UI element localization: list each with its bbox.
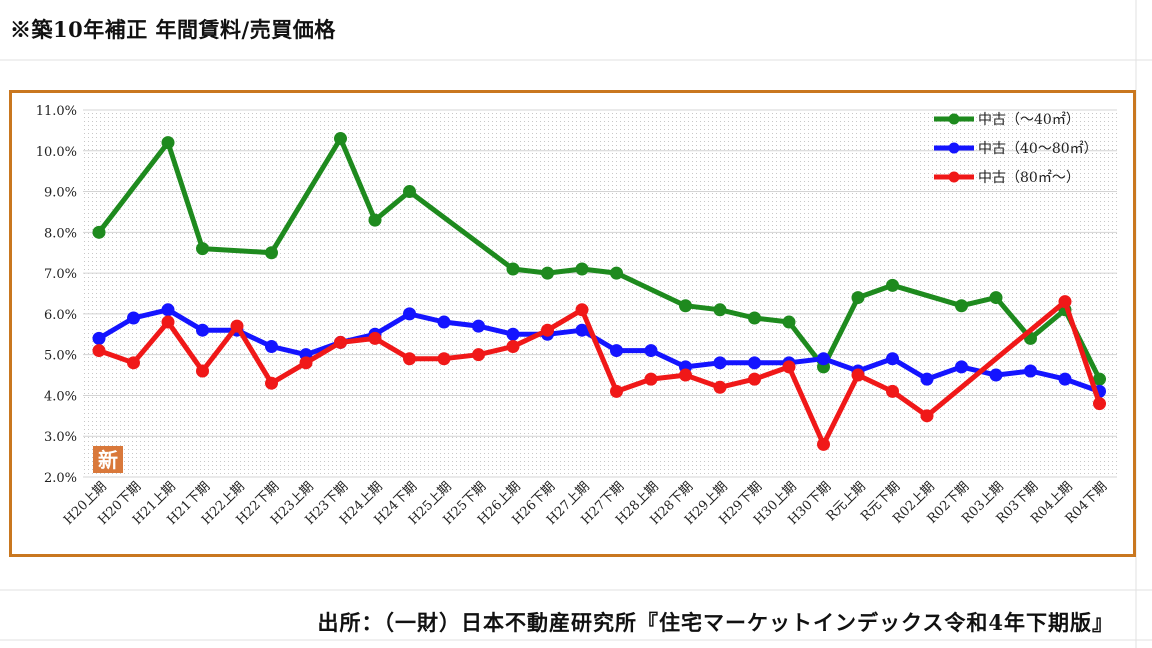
data-point xyxy=(886,278,899,292)
data-point xyxy=(886,352,899,366)
data-point xyxy=(334,335,347,349)
data-point xyxy=(713,356,727,370)
plot-area xyxy=(83,110,1117,477)
data-point xyxy=(851,291,865,305)
data-point xyxy=(92,331,106,345)
legend-marker xyxy=(948,113,960,125)
data-point xyxy=(989,291,1003,305)
data-point xyxy=(713,303,727,317)
data-point xyxy=(955,360,968,374)
data-point xyxy=(955,299,968,313)
data-point xyxy=(403,185,416,199)
data-point xyxy=(161,303,175,317)
data-point xyxy=(265,246,278,260)
data-point xyxy=(92,344,106,358)
data-point xyxy=(506,340,520,354)
data-point xyxy=(575,262,589,276)
data-point xyxy=(334,132,347,146)
data-point xyxy=(920,409,934,423)
data-point xyxy=(506,262,520,276)
y-tick-label: 7.0% xyxy=(44,267,77,282)
data-point xyxy=(196,242,209,256)
data-point xyxy=(472,348,485,362)
data-point xyxy=(644,372,658,386)
page-title: ※築10年補正 年間賃料/売買価格 xyxy=(10,17,336,42)
data-point xyxy=(610,344,623,358)
data-point xyxy=(1093,372,1106,386)
data-point xyxy=(368,331,382,345)
data-point xyxy=(644,344,658,358)
data-point xyxy=(506,327,520,341)
data-point xyxy=(161,136,175,150)
y-tick-label: 6.0% xyxy=(44,308,77,323)
data-point xyxy=(713,380,727,394)
data-point xyxy=(541,323,554,337)
data-point xyxy=(920,372,934,386)
data-point xyxy=(541,266,554,280)
line-chart: 2.0% 3.0% 4.0% 5.0% 6.0% 7.0% 8.0% 9.0% 10.0% 11.… xyxy=(36,104,1117,528)
data-point xyxy=(679,368,692,382)
data-point xyxy=(437,352,451,366)
y-tick-label: 5.0% xyxy=(44,349,77,364)
data-point xyxy=(817,437,830,451)
data-point xyxy=(1058,372,1072,386)
y-tick-label: 10.0% xyxy=(36,145,77,160)
data-point xyxy=(575,303,589,317)
new-badge xyxy=(93,446,123,473)
y-tick-label: 9.0% xyxy=(44,186,77,201)
data-point xyxy=(127,311,140,325)
data-point xyxy=(748,356,761,370)
data-point xyxy=(886,384,899,398)
data-point xyxy=(782,360,796,374)
new-badge-label: 新 xyxy=(98,448,118,472)
data-point xyxy=(437,315,451,329)
data-point xyxy=(265,340,278,354)
legend-marker xyxy=(948,142,960,154)
data-point xyxy=(403,307,416,321)
y-tick-label: 11.0% xyxy=(36,104,77,119)
legend-label: 中古（～40㎡） xyxy=(978,112,1080,128)
y-tick-label: 3.0% xyxy=(44,430,77,445)
y-tick-label: 8.0% xyxy=(44,226,77,241)
data-point xyxy=(989,368,1003,382)
legend-label: 中古（80㎡～） xyxy=(978,170,1080,186)
data-point xyxy=(196,323,209,337)
data-point xyxy=(679,299,692,313)
data-point xyxy=(610,266,623,280)
data-point xyxy=(196,364,209,378)
data-point xyxy=(403,352,416,366)
data-point xyxy=(368,213,382,227)
y-tick-label: 2.0% xyxy=(44,471,77,486)
data-point xyxy=(817,352,830,366)
data-point xyxy=(1058,295,1072,309)
data-point xyxy=(230,319,244,333)
legend-label: 中古（40～80㎡） xyxy=(978,141,1098,157)
data-point xyxy=(748,372,761,386)
data-point xyxy=(782,315,796,329)
data-point xyxy=(92,225,106,239)
data-point xyxy=(1093,397,1106,411)
chart-frame: 2.0% 3.0% 4.0% 5.0% 6.0% 7.0% 8.0% 9.0% 10.0% 11.… xyxy=(9,90,1136,557)
y-tick-label: 4.0% xyxy=(44,389,77,404)
data-point xyxy=(748,311,761,325)
data-point xyxy=(161,315,175,329)
data-point xyxy=(851,368,865,382)
source-citation: 出所：（一財）日本不動産研究所『住宅マーケットインデックス令和4年下期版』 xyxy=(317,610,1114,635)
data-point xyxy=(1024,364,1037,378)
data-point xyxy=(610,384,623,398)
legend-marker xyxy=(948,171,960,183)
data-point xyxy=(472,319,485,333)
data-point xyxy=(127,356,140,370)
data-point xyxy=(575,323,589,337)
data-point xyxy=(265,376,278,390)
data-point xyxy=(299,356,313,370)
